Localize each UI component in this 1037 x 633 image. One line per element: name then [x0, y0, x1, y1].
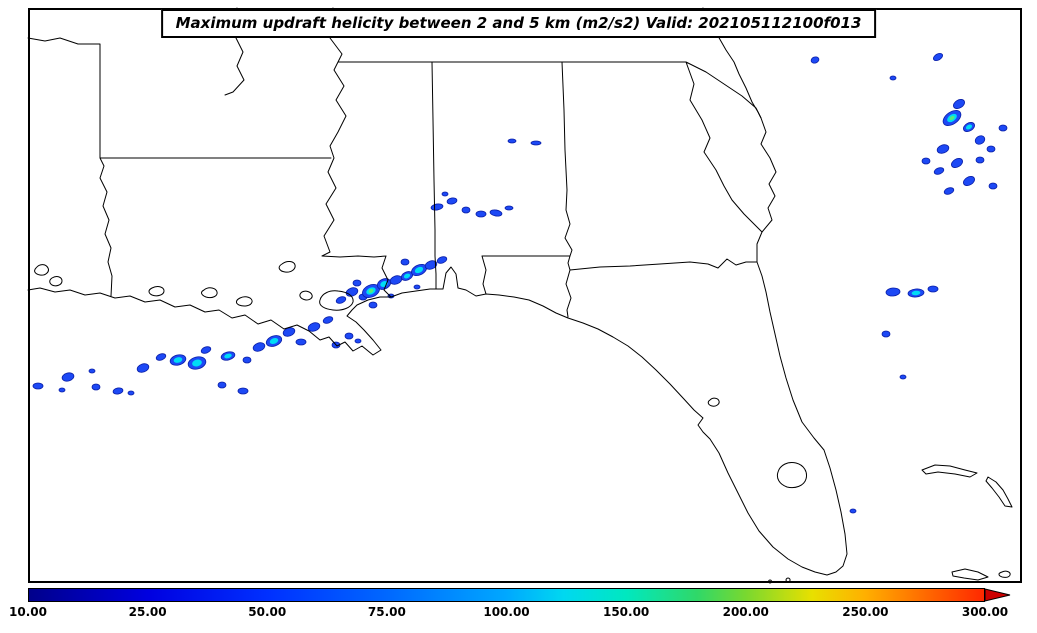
helicity-blob: [269, 338, 279, 344]
helicity-blob: [436, 256, 448, 264]
helicity-blob: [461, 206, 471, 214]
colorbar-arrow: [985, 588, 1011, 602]
helicity-blob: [368, 289, 374, 293]
helicity-blob: [414, 266, 424, 274]
helicity-blob: [949, 115, 955, 121]
lakes-path: [34, 261, 807, 489]
helicity-blob: [173, 357, 183, 363]
helicity-blob: [475, 210, 487, 218]
helicity-blob: [988, 182, 998, 190]
helicity-blob: [32, 382, 44, 390]
helicity-blob: [965, 124, 973, 130]
helicity-blob: [911, 290, 921, 296]
helicity-blob: [237, 387, 249, 395]
helicity-blob: [389, 275, 403, 285]
helicity-blob: [974, 135, 986, 145]
helicity-blob: [344, 332, 354, 340]
helicity-blob: [403, 273, 411, 279]
colorbar-gradient: [28, 588, 985, 602]
helicity-blob: [953, 99, 965, 109]
helicity-blob: [975, 156, 985, 164]
helicity-blob: [322, 316, 334, 324]
helicity-blob: [88, 368, 96, 374]
coastline-path: [27, 7, 848, 576]
helicity-blob: [155, 353, 167, 361]
helicity-blob: [889, 75, 897, 81]
helicity-blob: [933, 52, 943, 62]
map-border: [28, 8, 1022, 583]
helicity-blob: [951, 158, 963, 168]
helicity-blob: [530, 140, 542, 146]
helicity-blob: [112, 387, 124, 395]
colorbar-arrow-end: [985, 588, 1011, 602]
helicity-blob: [810, 56, 820, 64]
helicity-blob: [943, 187, 955, 195]
helicity-blob: [368, 301, 378, 309]
islands-path: [768, 464, 1013, 584]
plot-title: Maximum updraft helicity between 2 and 5…: [160, 9, 877, 38]
helicity-blob: [61, 372, 75, 382]
helicity-blob: [441, 191, 449, 197]
helicity-blob: [217, 381, 227, 389]
helicity-blob: [430, 203, 444, 211]
helicity-blob: [192, 359, 202, 367]
helicity-blob: [352, 279, 362, 287]
helicity-blob: [936, 144, 950, 154]
helicity-blob: [58, 387, 66, 393]
helicity-blob: [507, 138, 517, 144]
helicity-blob: [933, 167, 945, 175]
helicity-blob: [881, 330, 891, 338]
helicity-blob: [242, 356, 252, 364]
helicity-blob: [136, 363, 150, 373]
helicity-blob: [963, 176, 975, 186]
helicity-blob: [127, 390, 135, 396]
helicity-blob: [927, 285, 939, 293]
helicity-blob: [986, 145, 996, 153]
helicity-blob: [504, 205, 514, 211]
helicity-blob: [424, 260, 438, 270]
helicity-blob: [345, 287, 359, 297]
helicity-blob: [413, 284, 421, 290]
helicity-blob: [885, 287, 901, 297]
helicity-blob: [224, 353, 232, 359]
helicity-blob: [446, 197, 458, 205]
helicity-blob: [91, 383, 101, 391]
helicity-blob: [307, 322, 321, 332]
helicity-blob: [200, 346, 212, 354]
helicity-blobs: [32, 52, 1008, 514]
helicity-blob: [899, 374, 907, 380]
helicity-blob: [998, 124, 1008, 132]
helicity-blob: [489, 209, 503, 217]
helicity-blob: [252, 342, 266, 352]
helicity-blob: [849, 508, 857, 514]
helicity-blob: [335, 296, 347, 304]
helicity-blob: [354, 338, 362, 344]
helicity-blob: [921, 157, 931, 165]
helicity-blob: [295, 338, 307, 346]
state-borders-path: [27, 7, 763, 318]
helicity-blob: [400, 258, 410, 266]
